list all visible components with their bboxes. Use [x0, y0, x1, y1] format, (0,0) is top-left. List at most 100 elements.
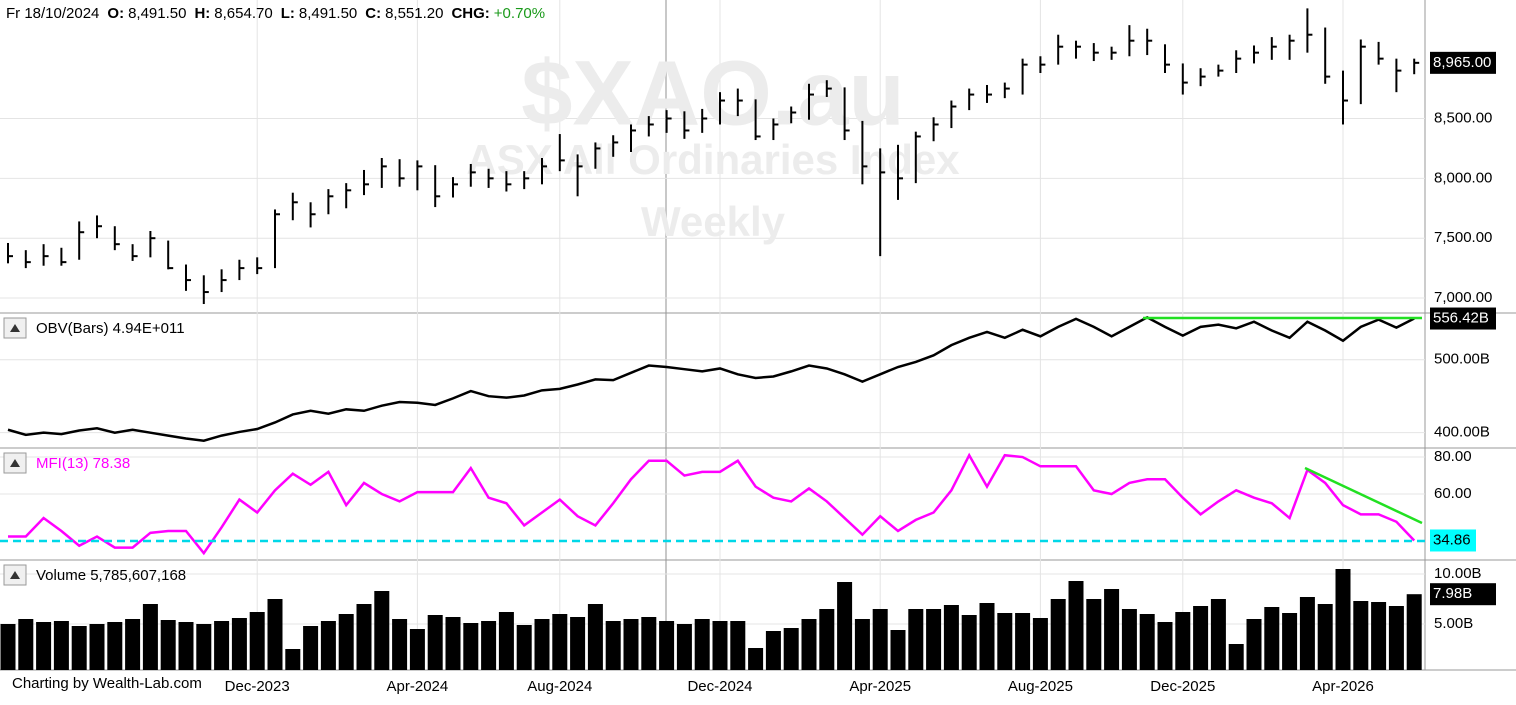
volume-bar: [765, 631, 781, 670]
field-value: 8,654.70: [214, 5, 273, 22]
x-tick-label: Aug-2025: [1008, 678, 1073, 695]
volume-bar: [783, 628, 799, 670]
last-value-box: [1430, 51, 1496, 74]
volume-bar: [587, 604, 603, 670]
volume-bar: [801, 619, 817, 670]
volume-bar: [0, 624, 16, 670]
x-tick-label: Apr-2026: [1312, 678, 1374, 695]
field-name: H:: [194, 5, 211, 22]
volume-bar: [676, 624, 692, 670]
volume-bar: [641, 617, 657, 670]
volume-bar: [1246, 619, 1262, 670]
volume-bar: [1068, 581, 1084, 670]
watermark: Weekly: [641, 198, 786, 245]
volume-bar: [1371, 602, 1387, 670]
credit: Charting by Wealth-Lab.com: [6, 673, 208, 694]
x-tick-label: Dec-2024: [687, 678, 752, 695]
panel-title: MFI(13) 78.38: [36, 455, 130, 472]
volume-bar: [1388, 606, 1404, 670]
volume-bar: [1050, 599, 1066, 670]
volume-bar: [659, 621, 675, 670]
x-tick-label: Aug-2024: [527, 678, 592, 695]
volume-bar: [997, 613, 1013, 670]
y-tick-label: 8,000.00: [1434, 169, 1492, 186]
volume-bar: [178, 622, 194, 670]
volume-bar: [1210, 599, 1226, 670]
indicator-line: [7, 315, 1415, 442]
volume-bar: [267, 599, 283, 670]
y-tick-label: 10.00B: [1434, 565, 1482, 582]
volume-bar: [1264, 607, 1280, 670]
volume-bar: [125, 619, 141, 670]
volume-bar: [516, 625, 532, 670]
field-name: CHG:: [451, 5, 490, 22]
volume-bar: [374, 591, 390, 670]
volume-bar: [160, 620, 176, 670]
volume-bar: [214, 621, 230, 670]
indicator-line: [8, 452, 1416, 556]
last-value-box: [1430, 307, 1496, 330]
field-value: +0.70%: [493, 5, 546, 22]
volume-bar: [623, 619, 639, 670]
panel-title: OBV(Bars) 4.94E+011: [36, 320, 185, 337]
field-name: L:: [280, 5, 295, 22]
volume-bar: [356, 604, 372, 670]
volume-bar: [18, 619, 34, 670]
volume-bar: [854, 619, 870, 670]
volume-bar: [338, 614, 354, 670]
volume-bar: [142, 604, 158, 670]
volume-bar: [926, 609, 942, 670]
field-value: 8,491.50: [298, 5, 358, 22]
volume-bar: [1317, 604, 1333, 670]
volume-bar: [231, 618, 247, 670]
last-value-label: 34.86: [1433, 531, 1471, 548]
last-value-box: [1430, 529, 1476, 552]
volume-bar: [409, 629, 425, 670]
y-tick-label: 60.00: [1434, 485, 1472, 502]
volume-bar: [552, 614, 568, 670]
volume-bar: [1282, 613, 1298, 670]
header-date: Fr 18/10/2024: [6, 5, 100, 22]
volume-bar: [730, 621, 746, 670]
volume-bar: [534, 619, 550, 670]
volume-bar: [605, 621, 621, 670]
ohlc-header: Fr 18/10/2024 O: 8,491.50 H: 8,654.70 L: 8,491…: [6, 5, 545, 22]
volume-bar: [285, 649, 301, 670]
x-tick-label: Dec-2023: [225, 678, 290, 695]
volume-bar: [1175, 612, 1191, 670]
volume-bar: [872, 609, 888, 670]
volume-bar: [961, 615, 977, 670]
volume-bar: [249, 612, 265, 670]
volume-bar: [890, 630, 906, 670]
volume-bar: [320, 621, 336, 670]
volume-bar: [89, 624, 105, 670]
volume-bar: [908, 609, 924, 670]
volume-bar: [196, 624, 212, 670]
volume-bar: [1121, 609, 1137, 670]
volume-bar: [445, 617, 461, 670]
volume-bar: [712, 621, 728, 670]
volume-bar: [1228, 644, 1244, 670]
volume-bar: [1015, 613, 1031, 670]
volume-bar: [36, 622, 52, 670]
field-name: O:: [107, 5, 125, 22]
field-value: 8,491.50: [128, 5, 187, 22]
volume-bar: [1032, 618, 1048, 670]
volume-bar: [694, 619, 710, 670]
y-tick-label: 7,500.00: [1434, 229, 1492, 246]
last-value-box: [1430, 583, 1496, 606]
last-value-label: 556.42B: [1433, 310, 1489, 327]
volume-bar: [819, 609, 835, 670]
field-name: C:: [365, 5, 382, 22]
x-tick-label: Dec-2025: [1150, 678, 1215, 695]
y-tick-label: 7,000.00: [1434, 289, 1492, 306]
volume-bar: [748, 648, 764, 670]
x-tick-label: Apr-2024: [387, 678, 449, 695]
volume-bar: [498, 612, 514, 670]
volume-bar: [1193, 606, 1209, 670]
volume-bar: [1406, 594, 1422, 670]
volume-bar: [463, 623, 479, 670]
volume-bar: [837, 582, 853, 670]
